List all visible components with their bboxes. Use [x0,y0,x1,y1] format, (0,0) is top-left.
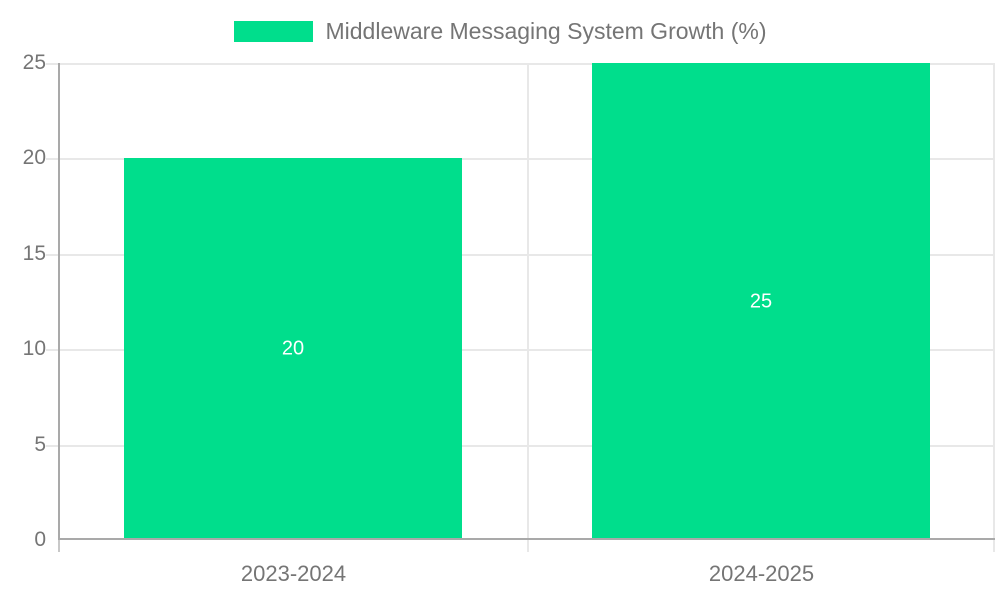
y-axis-tick [58,540,60,552]
legend-series-label: Middleware Messaging System Growth (%) [325,17,767,44]
gridline-20 [46,158,995,161]
bar-data-label: 20 [281,337,305,360]
y-tick-label-0: 0 [34,528,46,551]
x-axis-line [58,538,995,540]
gridline-category-divider [526,63,529,552]
y-tick-label-10: 10 [22,337,46,360]
plot-right-border [993,63,995,552]
gridline-15 [46,253,995,256]
plot-area: 20 25 [46,63,995,552]
legend-swatch-icon [233,20,313,42]
x-tick-label-2023-2024: 2023-2024 [240,561,347,586]
y-tick-label-5: 5 [34,433,46,456]
gridline-5 [46,444,995,447]
bar-2024-2025[interactable]: 25 [592,63,930,540]
y-tick-label-25: 25 [22,51,46,74]
y-tick-label-20: 20 [22,146,46,169]
y-tick-label-15: 15 [22,242,46,265]
chart-legend: Middleware Messaging System Growth (%) [0,17,1000,45]
bar-2023-2024[interactable]: 20 [124,158,462,540]
gridline-10 [46,349,995,352]
bar-data-label: 25 [749,290,773,312]
x-tick-label-2024-2025: 2024-2025 [708,561,815,586]
y-axis-line [58,63,60,540]
legend-item[interactable]: Middleware Messaging System Growth (%) [233,17,767,45]
gridline-25 [46,63,995,65]
